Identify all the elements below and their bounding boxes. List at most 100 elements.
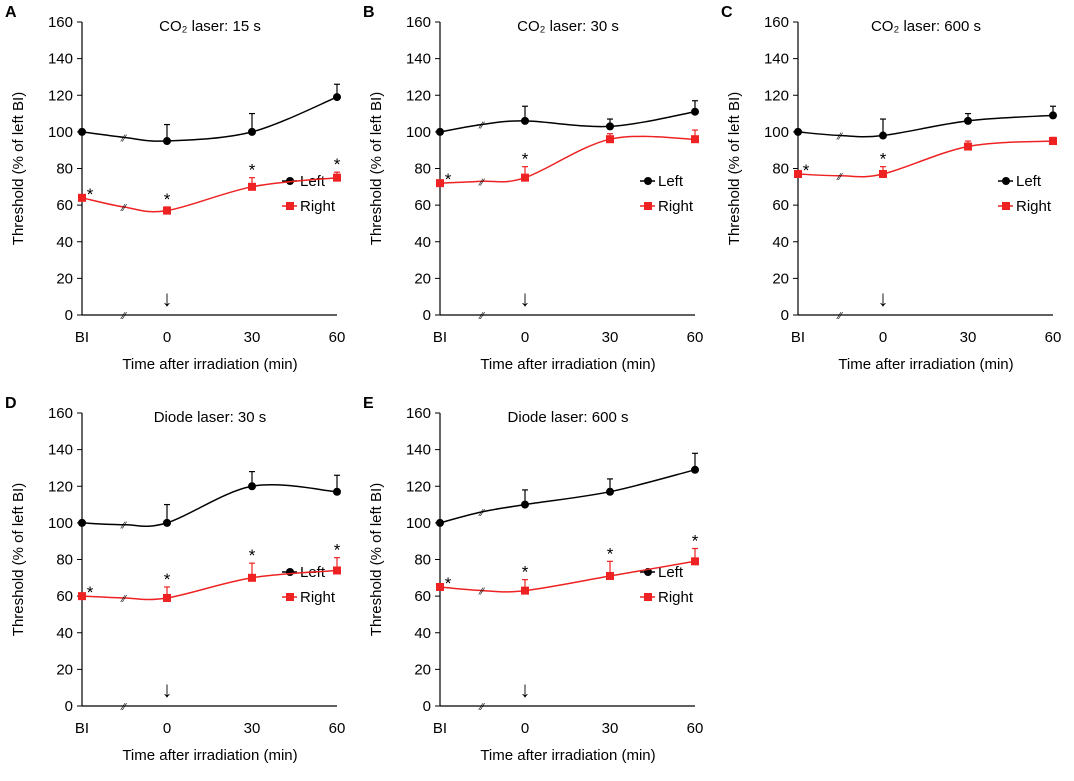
significance-marker-d-3: * bbox=[249, 546, 256, 565]
legend-marker-right-e bbox=[644, 593, 652, 601]
y-tick-label-e-0: 0 bbox=[423, 698, 431, 715]
data-point-left-e-0 bbox=[436, 518, 444, 527]
irradiation-arrow-b: ↓ bbox=[520, 286, 531, 311]
data-point-left-d-3 bbox=[248, 482, 256, 491]
data-point-left-a-2 bbox=[163, 137, 171, 146]
line-break-mark-left-a: ∕∕ bbox=[119, 133, 127, 144]
series-line-right-a bbox=[81, 176, 338, 213]
legend-label-right-c: Right bbox=[1016, 198, 1052, 215]
line-break-mark-left-b: ∕∕ bbox=[477, 121, 485, 132]
y-tick-label-d-160: 160 bbox=[48, 405, 73, 422]
chart-panel-c: C CO₂ laser: 600 s 0 20 40 60 80 100 120 140 160 Th… bbox=[716, 0, 1074, 390]
y-tick-label-d-60: 60 bbox=[56, 588, 73, 605]
significance-marker-c-2: * bbox=[880, 150, 887, 169]
y-tick-label-c-120: 120 bbox=[764, 87, 789, 104]
data-point-left-e-3 bbox=[606, 487, 614, 496]
y-tick-label-c-20: 20 bbox=[772, 270, 789, 287]
line-break-mark-right-a: ∕∕ bbox=[119, 203, 127, 214]
y-tick-label-a-80: 80 bbox=[56, 161, 73, 178]
x-tick-label-a-3: 30 bbox=[244, 329, 261, 346]
data-point-right-e-2 bbox=[521, 586, 529, 595]
axis-break-mark-e: ∕∕ bbox=[477, 702, 485, 713]
data-point-right-e-0 bbox=[436, 582, 444, 591]
panel-label-e: E bbox=[363, 395, 374, 412]
series-line-right-c bbox=[797, 140, 1054, 178]
legend-marker-right-b bbox=[644, 202, 652, 210]
y-axis-label-a: Threshold (% of left BI) bbox=[10, 92, 27, 245]
x-tick-label-c-2: 0 bbox=[879, 329, 887, 346]
panel-label-a: A bbox=[5, 4, 17, 21]
data-point-right-d-4 bbox=[333, 566, 341, 575]
data-point-left-e-2 bbox=[521, 500, 529, 509]
x-axis-label-e: Time after irradiation (min) bbox=[480, 747, 655, 764]
irradiation-arrow-d: ↓ bbox=[162, 677, 173, 702]
chart-panel-a: A CO₂ laser: 15 s 0 20 40 60 80 100 120 140 160 Thr… bbox=[0, 0, 358, 390]
x-tick-label-a-4: 60 bbox=[329, 329, 346, 346]
x-tick-label-d-3: 30 bbox=[244, 720, 261, 737]
data-point-right-d-3 bbox=[248, 573, 256, 582]
legend-label-left-b: Left bbox=[658, 173, 684, 190]
data-point-left-c-4 bbox=[1049, 111, 1057, 120]
x-axis-label-a: Time after irradiation (min) bbox=[122, 356, 297, 373]
data-point-left-c-2 bbox=[879, 131, 887, 140]
y-tick-label-a-40: 40 bbox=[56, 234, 73, 251]
y-tick-label-e-20: 20 bbox=[414, 661, 431, 678]
data-point-left-b-0 bbox=[436, 127, 444, 136]
y-axis-label-b: Threshold (% of left BI) bbox=[368, 92, 385, 245]
significance-marker-d-4: * bbox=[334, 541, 341, 560]
y-tick-label-b-160: 160 bbox=[406, 14, 431, 31]
y-tick-label-e-120: 120 bbox=[406, 478, 431, 495]
y-tick-label-b-100: 100 bbox=[406, 124, 431, 141]
irradiation-arrow-c: ↓ bbox=[878, 286, 889, 311]
y-axis-label-d: Threshold (% of left BI) bbox=[10, 483, 27, 636]
data-point-left-d-4 bbox=[333, 487, 341, 496]
data-point-left-d-0 bbox=[78, 518, 86, 527]
y-tick-label-c-0: 0 bbox=[781, 307, 789, 324]
y-tick-label-e-100: 100 bbox=[406, 515, 431, 532]
series-line-left-c bbox=[797, 114, 1054, 138]
legend-marker-right-c bbox=[1002, 202, 1010, 210]
x-tick-label-b-0: BI bbox=[433, 329, 447, 346]
data-point-right-e-4 bbox=[691, 557, 699, 566]
significance-marker-a-4: * bbox=[334, 155, 341, 174]
data-point-left-e-4 bbox=[691, 465, 699, 474]
y-tick-label-e-80: 80 bbox=[414, 552, 431, 569]
significance-marker-b-2: * bbox=[522, 150, 529, 169]
chart-title-d: Diode laser: 30 s bbox=[154, 409, 267, 426]
data-point-right-b-3 bbox=[606, 135, 614, 144]
y-tick-label-d-120: 120 bbox=[48, 478, 73, 495]
x-tick-label-b-3: 30 bbox=[602, 329, 619, 346]
chart-a-svg: A CO₂ laser: 15 s 0 20 40 60 80 100 120 140 160 Thr… bbox=[5, 4, 346, 373]
y-tick-label-a-20: 20 bbox=[56, 270, 73, 287]
y-tick-label-c-100: 100 bbox=[764, 124, 789, 141]
x-tick-label-e-4: 60 bbox=[687, 720, 704, 737]
data-point-right-a-2 bbox=[163, 206, 171, 215]
legend-marker-left-d bbox=[286, 568, 294, 576]
series-line-left-e bbox=[439, 469, 696, 524]
significance-marker-e-2: * bbox=[522, 563, 529, 582]
significance-marker-d-0: * bbox=[87, 583, 94, 602]
legend-marker-right-a bbox=[286, 202, 294, 210]
data-point-left-b-3 bbox=[606, 122, 614, 131]
y-tick-label-d-20: 20 bbox=[56, 661, 73, 678]
x-tick-label-e-2: 0 bbox=[521, 720, 529, 737]
irradiation-arrow-e: ↓ bbox=[520, 677, 531, 702]
x-tick-label-c-3: 30 bbox=[960, 329, 977, 346]
y-tick-label-c-140: 140 bbox=[764, 51, 789, 68]
chart-panel-e: E Diode laser: 600 s 0 20 40 60 80 100 120 140 160… bbox=[358, 391, 716, 781]
x-tick-label-b-4: 60 bbox=[687, 329, 704, 346]
significance-marker-a-2: * bbox=[164, 190, 171, 209]
legend-label-right-d: Right bbox=[300, 589, 336, 606]
x-axis-label-c: Time after irradiation (min) bbox=[838, 356, 1013, 373]
axis-break-mark-c: ∕∕ bbox=[835, 311, 843, 322]
line-break-mark-right-b: ∕∕ bbox=[477, 177, 485, 188]
y-tick-label-b-0: 0 bbox=[423, 307, 431, 324]
y-tick-label-c-60: 60 bbox=[772, 197, 789, 214]
data-point-right-a-4 bbox=[333, 173, 341, 182]
line-break-mark-left-e: ∕∕ bbox=[477, 508, 485, 519]
series-line-left-b bbox=[439, 110, 696, 133]
significance-marker-d-2: * bbox=[164, 570, 171, 589]
chart-e-svg: E Diode laser: 600 s 0 20 40 60 80 100 120 140 160… bbox=[363, 395, 704, 764]
chart-c-svg: C CO₂ laser: 600 s 0 20 40 60 80 100 120 140 160 Th… bbox=[721, 4, 1061, 373]
data-point-right-b-2 bbox=[521, 173, 529, 182]
